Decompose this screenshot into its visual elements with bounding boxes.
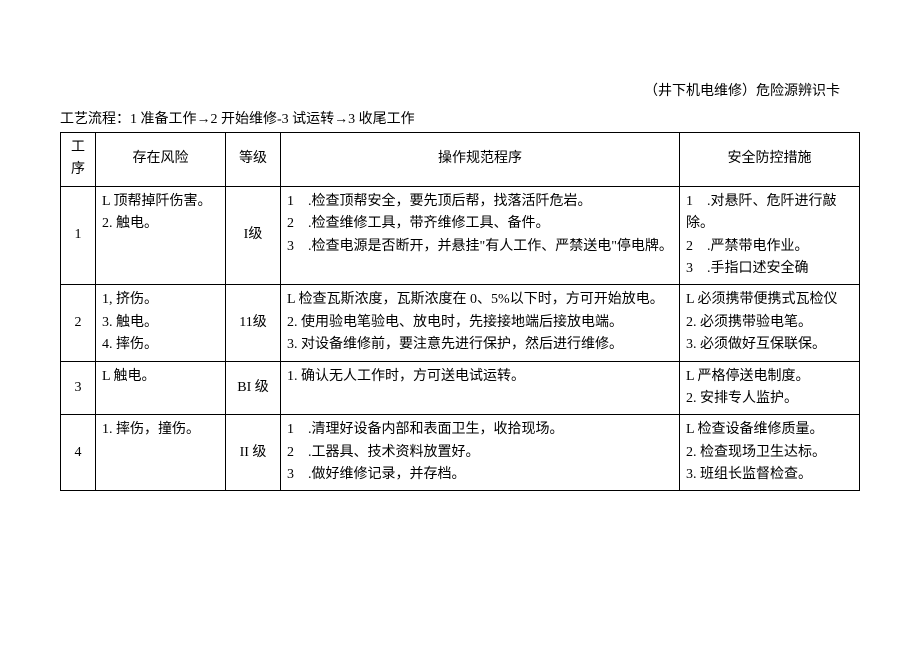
cell-procedure: 1. 确认无人工作时，方可送电试运转。 — [281, 361, 680, 415]
table-row: 2 1, 挤伤。3. 触电。4. 摔伤。 11级 L 检查瓦斯浓度，瓦斯浓度在 … — [61, 285, 860, 361]
cell-seq: 1 — [61, 186, 96, 285]
process-flow-label: 工艺流程：1 准备工作→2 开始维修-3 试运转→3 收尾工作 — [60, 108, 860, 128]
cell-seq: 2 — [61, 285, 96, 361]
header-procedure: 操作规范程序 — [281, 133, 680, 187]
table-header-row: 工序 存在风险 等级 操作规范程序 安全防控措施 — [61, 133, 860, 187]
cell-procedure: 1 .检查顶帮安全，要先顶后帮，找落活阡危岩。2 .检查维修工具，带齐维修工具、… — [281, 186, 680, 285]
cell-level: I级 — [226, 186, 281, 285]
table-row: 3 L 触电。 BI 级 1. 确认无人工作时，方可送电试运转。 L 严格停送电… — [61, 361, 860, 415]
cell-risk: L 触电。 — [96, 361, 226, 415]
header-seq: 工序 — [61, 133, 96, 187]
cell-seq: 4 — [61, 415, 96, 491]
cell-level: 11级 — [226, 285, 281, 361]
table-body: 1 L 顶帮掉阡伤害。2. 触电。 I级 1 .检查顶帮安全，要先顶后帮，找落活… — [61, 186, 860, 491]
cell-measure: L 检查设备维修质量。2. 检查现场卫生达标。3. 班组长监督检查。 — [680, 415, 860, 491]
document-title: （井下机电维修）危险源辨识卡 — [60, 80, 860, 100]
cell-procedure: L 检查瓦斯浓度，瓦斯浓度在 0、5%以下时，方可开始放电。2. 使用验电笔验电… — [281, 285, 680, 361]
header-measure: 安全防控措施 — [680, 133, 860, 187]
cell-risk: L 顶帮掉阡伤害。2. 触电。 — [96, 186, 226, 285]
header-risk: 存在风险 — [96, 133, 226, 187]
cell-level: BI 级 — [226, 361, 281, 415]
cell-risk: 1. 摔伤，撞伤。 — [96, 415, 226, 491]
table-row: 4 1. 摔伤，撞伤。 II 级 1 .清理好设备内部和表面卫生，收拾现场。2 … — [61, 415, 860, 491]
header-level: 等级 — [226, 133, 281, 187]
cell-measure: L 必须携带便携式瓦检仪2. 必须携带验电笔。3. 必须做好互保联保。 — [680, 285, 860, 361]
cell-procedure: 1 .清理好设备内部和表面卫生，收拾现场。2 .工器具、技术资料放置好。3 .做… — [281, 415, 680, 491]
hazard-identification-table: 工序 存在风险 等级 操作规范程序 安全防控措施 1 L 顶帮掉阡伤害。2. 触… — [60, 132, 860, 491]
cell-measure: L 严格停送电制度。2. 安排专人监护。 — [680, 361, 860, 415]
cell-risk: 1, 挤伤。3. 触电。4. 摔伤。 — [96, 285, 226, 361]
cell-measure: 1 .对悬阡、危阡进行敲除。2 .严禁带电作业。3 .手指口述安全确 — [680, 186, 860, 285]
cell-seq: 3 — [61, 361, 96, 415]
table-row: 1 L 顶帮掉阡伤害。2. 触电。 I级 1 .检查顶帮安全，要先顶后帮，找落活… — [61, 186, 860, 285]
cell-level: II 级 — [226, 415, 281, 491]
